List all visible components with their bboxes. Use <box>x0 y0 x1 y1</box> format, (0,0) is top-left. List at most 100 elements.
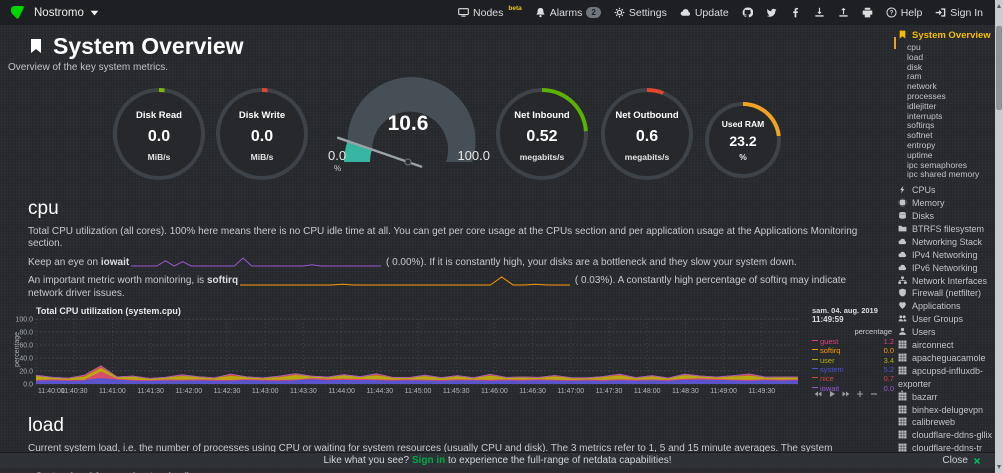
sidebar-item-label: BTRFS filesystem <box>912 223 985 234</box>
sidebar-item-binhex-delugevpn[interactable]: binhex-delugevpn <box>898 404 994 417</box>
sidebar-item-firewall-netfilter[interactable]: Firewall (netfilter) <box>898 287 994 300</box>
toolbox-play-button[interactable] <box>828 390 836 398</box>
gauge-net-outbound[interactable]: Net Outbound 0.6 megabits/s <box>601 88 693 180</box>
sidebar-item-label: apcupsd-influxdb-exporter <box>898 365 984 389</box>
nav-item-github[interactable] <box>742 7 753 18</box>
gauge-net-inbound[interactable]: Net Inbound 0.52 megabits/s <box>496 88 588 180</box>
legend-entry-value: 0.7 <box>883 374 894 384</box>
sidebar-item-label: IPv6 Networking <box>912 262 978 273</box>
question-icon: ? <box>886 7 897 18</box>
sidebar-nav: System Overview cpu load disk ram network proc… <box>898 29 994 452</box>
sidebar-item-processes[interactable]: processes <box>898 91 994 102</box>
sidebar-item-bazarr[interactable]: bazarr <box>898 391 994 404</box>
sidebar-item-user-groups[interactable]: User Groups <box>898 313 994 326</box>
sidebar-item-disk[interactable]: disk <box>898 62 994 73</box>
toolbox-plus-button[interactable] <box>856 390 864 398</box>
sidebar-item-apcupsd-influxdb-exporter[interactable]: apcupsd-influxdb-exporter <box>898 365 994 391</box>
svg-text:11:47:30: 11:47:30 <box>596 388 623 395</box>
sidebar-item-network[interactable]: network <box>898 81 994 92</box>
sidebar-item-network-interfaces[interactable]: Network Interfaces <box>898 275 994 288</box>
facebook-icon <box>790 7 801 18</box>
cpu-chart-canvas[interactable]: 0.0 20.0 40.0 60.0 80.0 100.0 11:40:0011:40:30… <box>10 316 800 396</box>
svg-text:20.0: 20.0 <box>19 369 33 376</box>
sidebar-item-networking-stack[interactable]: Networking Stack <box>898 236 994 249</box>
legend-entry-nice[interactable]: nice 0.7 <box>812 374 894 383</box>
sidebar-item-cpus[interactable]: CPUs <box>898 184 994 197</box>
nav-item-twitter[interactable] <box>766 7 777 18</box>
nav-item-alarms-label: Alarms <box>549 6 583 19</box>
twitter-icon <box>766 7 777 18</box>
nav-item-help[interactable]: ? Help <box>886 7 922 19</box>
toolbox-forward-button[interactable] <box>842 390 850 398</box>
legend-entry-system[interactable]: system 5.2 <box>812 365 894 374</box>
scroll-down-arrow-icon[interactable] <box>996 465 1001 469</box>
sidebar-item-system-overview[interactable]: System Overview <box>898 29 994 43</box>
scroll-up-arrow-icon[interactable] <box>996 4 1001 8</box>
sidebar-item-uptime[interactable]: uptime <box>898 150 994 161</box>
gauge-unit: % <box>334 164 342 173</box>
scrollbar-thumb[interactable] <box>996 26 1002 110</box>
sidebar-item-ram[interactable]: ram <box>898 71 994 82</box>
svg-text:100.0: 100.0 <box>15 317 33 324</box>
gauge-used-ram[interactable]: Used RAM 23.2% <box>705 102 781 178</box>
sidebar-item-softirqs[interactable]: softirqs <box>898 120 994 131</box>
nav-item-download[interactable] <box>814 7 825 18</box>
sidebar-item-load[interactable]: load <box>898 52 994 63</box>
sidebar-item-airconnect[interactable]: airconnect <box>898 339 994 352</box>
nav-item-settings[interactable]: Settings <box>614 7 667 19</box>
banner-close-button[interactable]: Close <box>942 453 981 468</box>
sidebar-item-calibreweb[interactable]: calibreweb <box>898 416 994 429</box>
sidebar-item-label: network <box>907 81 937 92</box>
toolbox-minus-button[interactable] <box>870 390 878 398</box>
alarms-count-badge: 2 <box>586 7 601 18</box>
nav-item-nodes[interactable]: Nodes beta <box>458 5 522 19</box>
sidebar-item-memory[interactable]: Memory <box>898 197 994 210</box>
banner-signin-link[interactable]: Sign in <box>411 455 446 466</box>
hostname-dropdown[interactable]: Nostromo <box>34 7 100 19</box>
svg-text:11:44:00: 11:44:00 <box>328 388 355 395</box>
sidebar-item-idlejitter[interactable]: idlejitter <box>898 101 994 112</box>
cloud-icon <box>898 237 910 246</box>
netdata-logo-icon[interactable] <box>10 5 25 20</box>
gauge-max-label: 100.0 <box>457 148 490 163</box>
nav-item-upload[interactable] <box>838 7 849 18</box>
sidebar-item-ipc-semaphores[interactable]: ipc semaphores <box>898 160 994 171</box>
upload-icon <box>838 7 849 18</box>
sidebar-item-ipc-shared-memory[interactable]: ipc shared memory <box>898 169 994 180</box>
nav-item-print[interactable] <box>862 7 873 18</box>
sidebar-item-label: Network Interfaces <box>912 275 988 286</box>
sidebar-item-ipv6-networking[interactable]: IPv6 Networking <box>898 262 994 275</box>
sidebar-item-apacheguacamole[interactable]: apacheguacamole <box>898 352 994 365</box>
sidebar-item-applications[interactable]: Applications <box>898 300 994 313</box>
sidebar-item-interrupts[interactable]: interrupts <box>898 111 994 122</box>
sidebar-item-softnet[interactable]: softnet <box>898 130 994 141</box>
sidebar-item-cloudflare-ddns-gllix[interactable]: cloudflare-ddns-gllix <box>898 429 994 442</box>
nav-item-alarms[interactable]: Alarms 2 <box>535 7 601 19</box>
vertical-scrollbar[interactable] <box>995 0 1003 473</box>
sidebar-item-entropy[interactable]: entropy <box>898 140 994 151</box>
sidebar-item-cloudflare-ddns-tr[interactable]: cloudflare-ddns-tr <box>898 442 994 452</box>
legend-time: 11:49:59 <box>812 315 844 325</box>
legend-entry-value: 3.4 <box>883 355 894 365</box>
sidebar-item-disks[interactable]: Disks <box>898 210 994 223</box>
toolbox-backward-button[interactable] <box>814 390 822 398</box>
gauge-disk-write[interactable]: Disk Write 0.0 MiB/s <box>216 88 308 180</box>
sidebar-item-ipv4-networking[interactable]: IPv4 Networking <box>898 249 994 262</box>
sidebar-item-label: cloudflare-ddns-gllix <box>912 430 993 441</box>
legend-entry-iowait[interactable]: iowait 0.0 <box>812 384 894 393</box>
nav-item-update[interactable]: Update <box>680 7 729 19</box>
nav-item-sign-in[interactable]: Sign In <box>935 7 983 19</box>
legend-entry-softirq[interactable]: softirq 0.0 <box>812 346 894 355</box>
sidebar-item-cpu[interactable]: cpu <box>898 42 994 53</box>
sidebar-item-users[interactable]: Users <box>898 326 994 339</box>
text-run: ( 0.00%). If it is constantly high, your… <box>383 256 797 268</box>
sidebar-item-label: Disks <box>912 210 934 221</box>
gauge-unit: megabits/s <box>519 152 565 162</box>
sidebar-item-btrfs-filesystem[interactable]: BTRFS filesystem <box>898 223 994 236</box>
bottom-banner: Like what you see? Sign in to experience… <box>0 452 995 468</box>
gauge-disk-read[interactable]: Disk Read 0.0 MiB/s <box>113 88 205 180</box>
legend-entry-user[interactable]: user 3.4 <box>812 356 894 365</box>
nav-item-facebook[interactable] <box>790 7 801 18</box>
legend-entry-guest[interactable]: guest 1.2 <box>812 337 894 346</box>
